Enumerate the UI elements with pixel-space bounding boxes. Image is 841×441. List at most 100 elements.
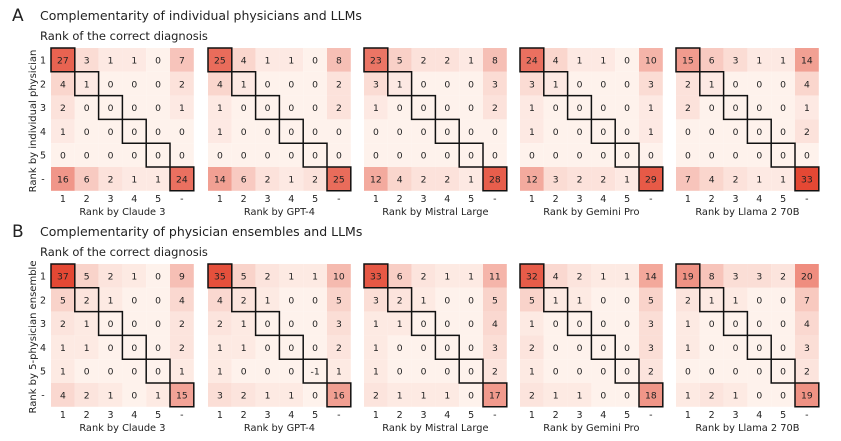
cell-value: 1 [60,343,66,354]
cell-value: 0 [600,295,606,306]
cell-value: 14 [214,175,226,186]
heatmap-cell [255,71,280,96]
heatmap-cell [74,264,99,288]
cell-value: 33 [801,175,813,186]
heatmap-cell [327,95,351,120]
heatmap-cell [615,311,639,336]
heatmap-cell [459,143,483,167]
cell-value: 0 [804,151,810,162]
cell-value: 2 [492,103,498,114]
heatmap-cell [699,48,724,72]
heatmap-cell [170,71,194,96]
heatmap-cell [699,264,724,288]
heatmap-cell [122,119,147,144]
cell-value: 1 [288,272,294,283]
heatmap-cell [567,119,592,144]
cell-value: 1 [241,343,247,354]
heatmap-cell [639,167,663,191]
cell-value: 0 [421,79,427,90]
col-tick-label: 1 [529,410,535,421]
cell-value: 0 [468,295,474,306]
heatmap-cell [747,311,772,336]
cell-value: 0 [577,343,583,354]
cell-value: 1 [600,272,606,283]
heatmap-cell [567,143,592,167]
col-tick-label: 5 [780,194,786,205]
cell-value: 25 [214,56,226,67]
row-tick-label: - [41,175,44,186]
cell-value: 0 [155,295,161,306]
cell-value: 1 [577,391,583,402]
cell-value: 0 [648,151,654,162]
cell-value: 4 [241,56,247,67]
heatmap-a-5: 15 6 3 1 1 142 1 0 0 0 42 0 0 0 0 10 0 0 0 0 20 0 0 0 0 07 4 2 1 1 331… [675,47,820,218]
heatmap-cell [520,311,544,336]
heatmap-cell [676,119,700,144]
cell-value: 0 [600,319,606,330]
panel-a-subtitle: Rank of the correct diagnosis [40,29,208,43]
heatmap-cell [699,95,724,120]
cell-value: 3 [648,79,654,90]
cell-value: 0 [312,391,318,402]
heatmap-cell [255,167,280,191]
heatmap-cell [98,359,123,383]
heatmap-cell [98,71,123,96]
cell-value: 1 [241,79,247,90]
cell-value: 0 [444,79,450,90]
cell-value: 5 [492,295,498,306]
cell-value: 0 [336,151,342,162]
heatmap-b-3: 33 6 2 1 1 113 2 1 0 0 51 1 0 0 0 41 0 0 0 0 31 0 0 0 0 22 1 1 1 0 171… [363,263,508,434]
col-tick-label: 3 [732,410,738,421]
cell-value: 4 [553,56,559,67]
cell-value: 0 [600,127,606,138]
heatmap-cell [676,383,700,407]
heatmap-b-1: 37 5 2 1 0 95 2 1 0 0 42 1 0 0 0 21 1 0 0 0 21 0 0 0 0 14 2 1 0 1 1512… [40,263,195,434]
cell-value: 0 [553,343,559,354]
heatmap-cell [303,48,327,72]
heatmap-cell [795,311,819,336]
heatmap-cell [279,359,304,383]
cell-value: 0 [108,343,114,354]
heatmap-cell [699,119,724,144]
cell-value: 2 [241,391,247,402]
heatmap-cell [459,48,483,72]
cell-value: 1 [265,391,271,402]
heatmap-cell [74,335,99,360]
cell-value: 1 [265,295,271,306]
cell-value: 0 [468,79,474,90]
cell-value: 2 [577,272,583,283]
col-tick-label: 1 [217,410,223,421]
heatmap-cell [387,167,412,191]
heatmap-cell [74,143,99,167]
heatmap-cell [567,167,592,191]
cell-value: 0 [265,103,271,114]
col-tick-label: 5 [312,194,318,205]
heatmap-cell [747,335,772,360]
heatmap-cell [699,359,724,383]
cell-value: 4 [804,319,810,330]
cell-value: 0 [709,367,715,378]
heatmap-cell [364,143,388,167]
heatmap-cell [543,95,568,120]
heatmap-cell [543,143,568,167]
heatmap-cell [459,119,483,144]
cell-value: 1 [444,272,450,283]
heatmap-cell [208,359,232,383]
col-tick-label: 3 [107,194,113,205]
panel-a-title: Complementarity of individual physicians… [40,8,362,23]
cell-value: 3 [373,295,379,306]
heatmap-cell [51,359,75,383]
cell-value: 2 [421,175,427,186]
cell-value: 0 [155,103,161,114]
heatmap-a-1: 27 3 1 1 0 74 1 0 0 0 22 0 0 0 0 11 0 0 0 0 00 0 0 0 0 016 6 2 1 1 241… [40,47,195,218]
cell-value: 0 [756,151,762,162]
cell-value: 1 [685,319,691,330]
diagonal-outline [675,47,820,192]
cell-value: 6 [84,175,90,186]
heatmap-cell [723,311,748,336]
heatmap-cell [411,287,436,312]
cell-value: 0 [288,151,294,162]
heatmap-cell [146,383,170,407]
heatmap-cell [615,95,639,120]
